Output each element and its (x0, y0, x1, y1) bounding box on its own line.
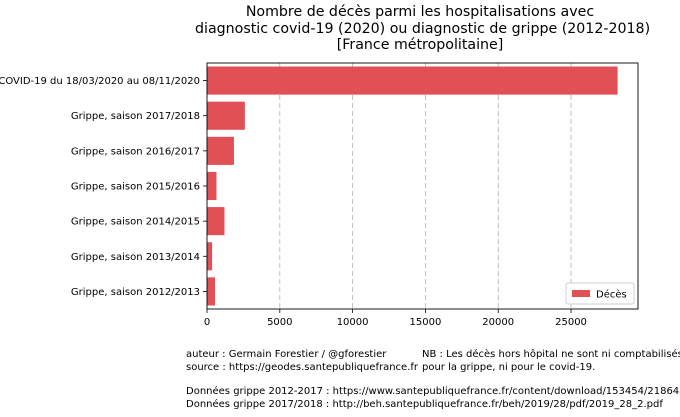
legend-box (565, 282, 635, 305)
nb-note-line-1: NB : Les décès hors hôpital ne sont ni c… (422, 349, 680, 360)
x-tick-label: 20000 (482, 317, 514, 328)
bar (207, 66, 618, 95)
y-tick-label: Grippe, saison 2015/2016 (71, 182, 200, 193)
author-credit: auteur : Germain Forestier / @gforestier (186, 349, 387, 360)
bar (207, 207, 225, 236)
chart-title-line-3: [France métropolitaine] (336, 37, 504, 53)
x-tick-label: 25000 (555, 317, 587, 328)
y-tick-label: Grippe, saison 2014/2015 (71, 217, 200, 228)
chart-title-line-1: Nombre de décès parmi les hospitalisatio… (245, 4, 595, 20)
credits-block: auteur : Germain Forestier / @gforestier… (186, 349, 418, 374)
data-source-line-2: Données grippe 2017/2018 : http://beh.sa… (186, 398, 663, 410)
chart-title-line-2: diagnostic covid-19 (2020) ou diagnostic… (195, 20, 651, 37)
bar (207, 242, 213, 271)
bar (207, 171, 217, 201)
x-tick-label: 0 (204, 317, 210, 328)
x-tick-label: 10000 (337, 317, 369, 328)
legend-swatch (572, 290, 590, 297)
y-tick-label: COVID-19 du 18/03/2020 au 08/11/2020 (0, 76, 200, 87)
data-source-line-1: Données grippe 2012-2017 : https://www.s… (186, 386, 680, 397)
x-tick-label: 5000 (267, 317, 292, 328)
y-tick-label: Grippe, saison 2017/2018 (71, 111, 200, 122)
y-tick-label: Grippe, saison 2013/2014 (71, 252, 200, 263)
legend-label: Décès (596, 289, 627, 301)
bar (207, 136, 234, 165)
source-credit: source : https://geodes.santepubliquefra… (186, 361, 419, 373)
bar (207, 277, 216, 306)
nb-note-line-2: pour la grippe, ni pour le covid-19. (422, 361, 596, 373)
y-tick-label: Grippe, saison 2016/2017 (71, 146, 200, 157)
nb-note-block: NB : Les décès hors hôpital ne sont ni c… (422, 349, 680, 374)
plot-frame (206, 62, 639, 310)
y-tick-label: Grippe, saison 2012/2013 (71, 287, 200, 298)
x-tick-label: 15000 (410, 317, 442, 328)
chart-title: Nombre de décès parmi les hospitalisatio… (195, 4, 651, 54)
data-sources-block: Données grippe 2012-2017 : https://www.s… (186, 386, 680, 411)
bar (207, 101, 245, 130)
